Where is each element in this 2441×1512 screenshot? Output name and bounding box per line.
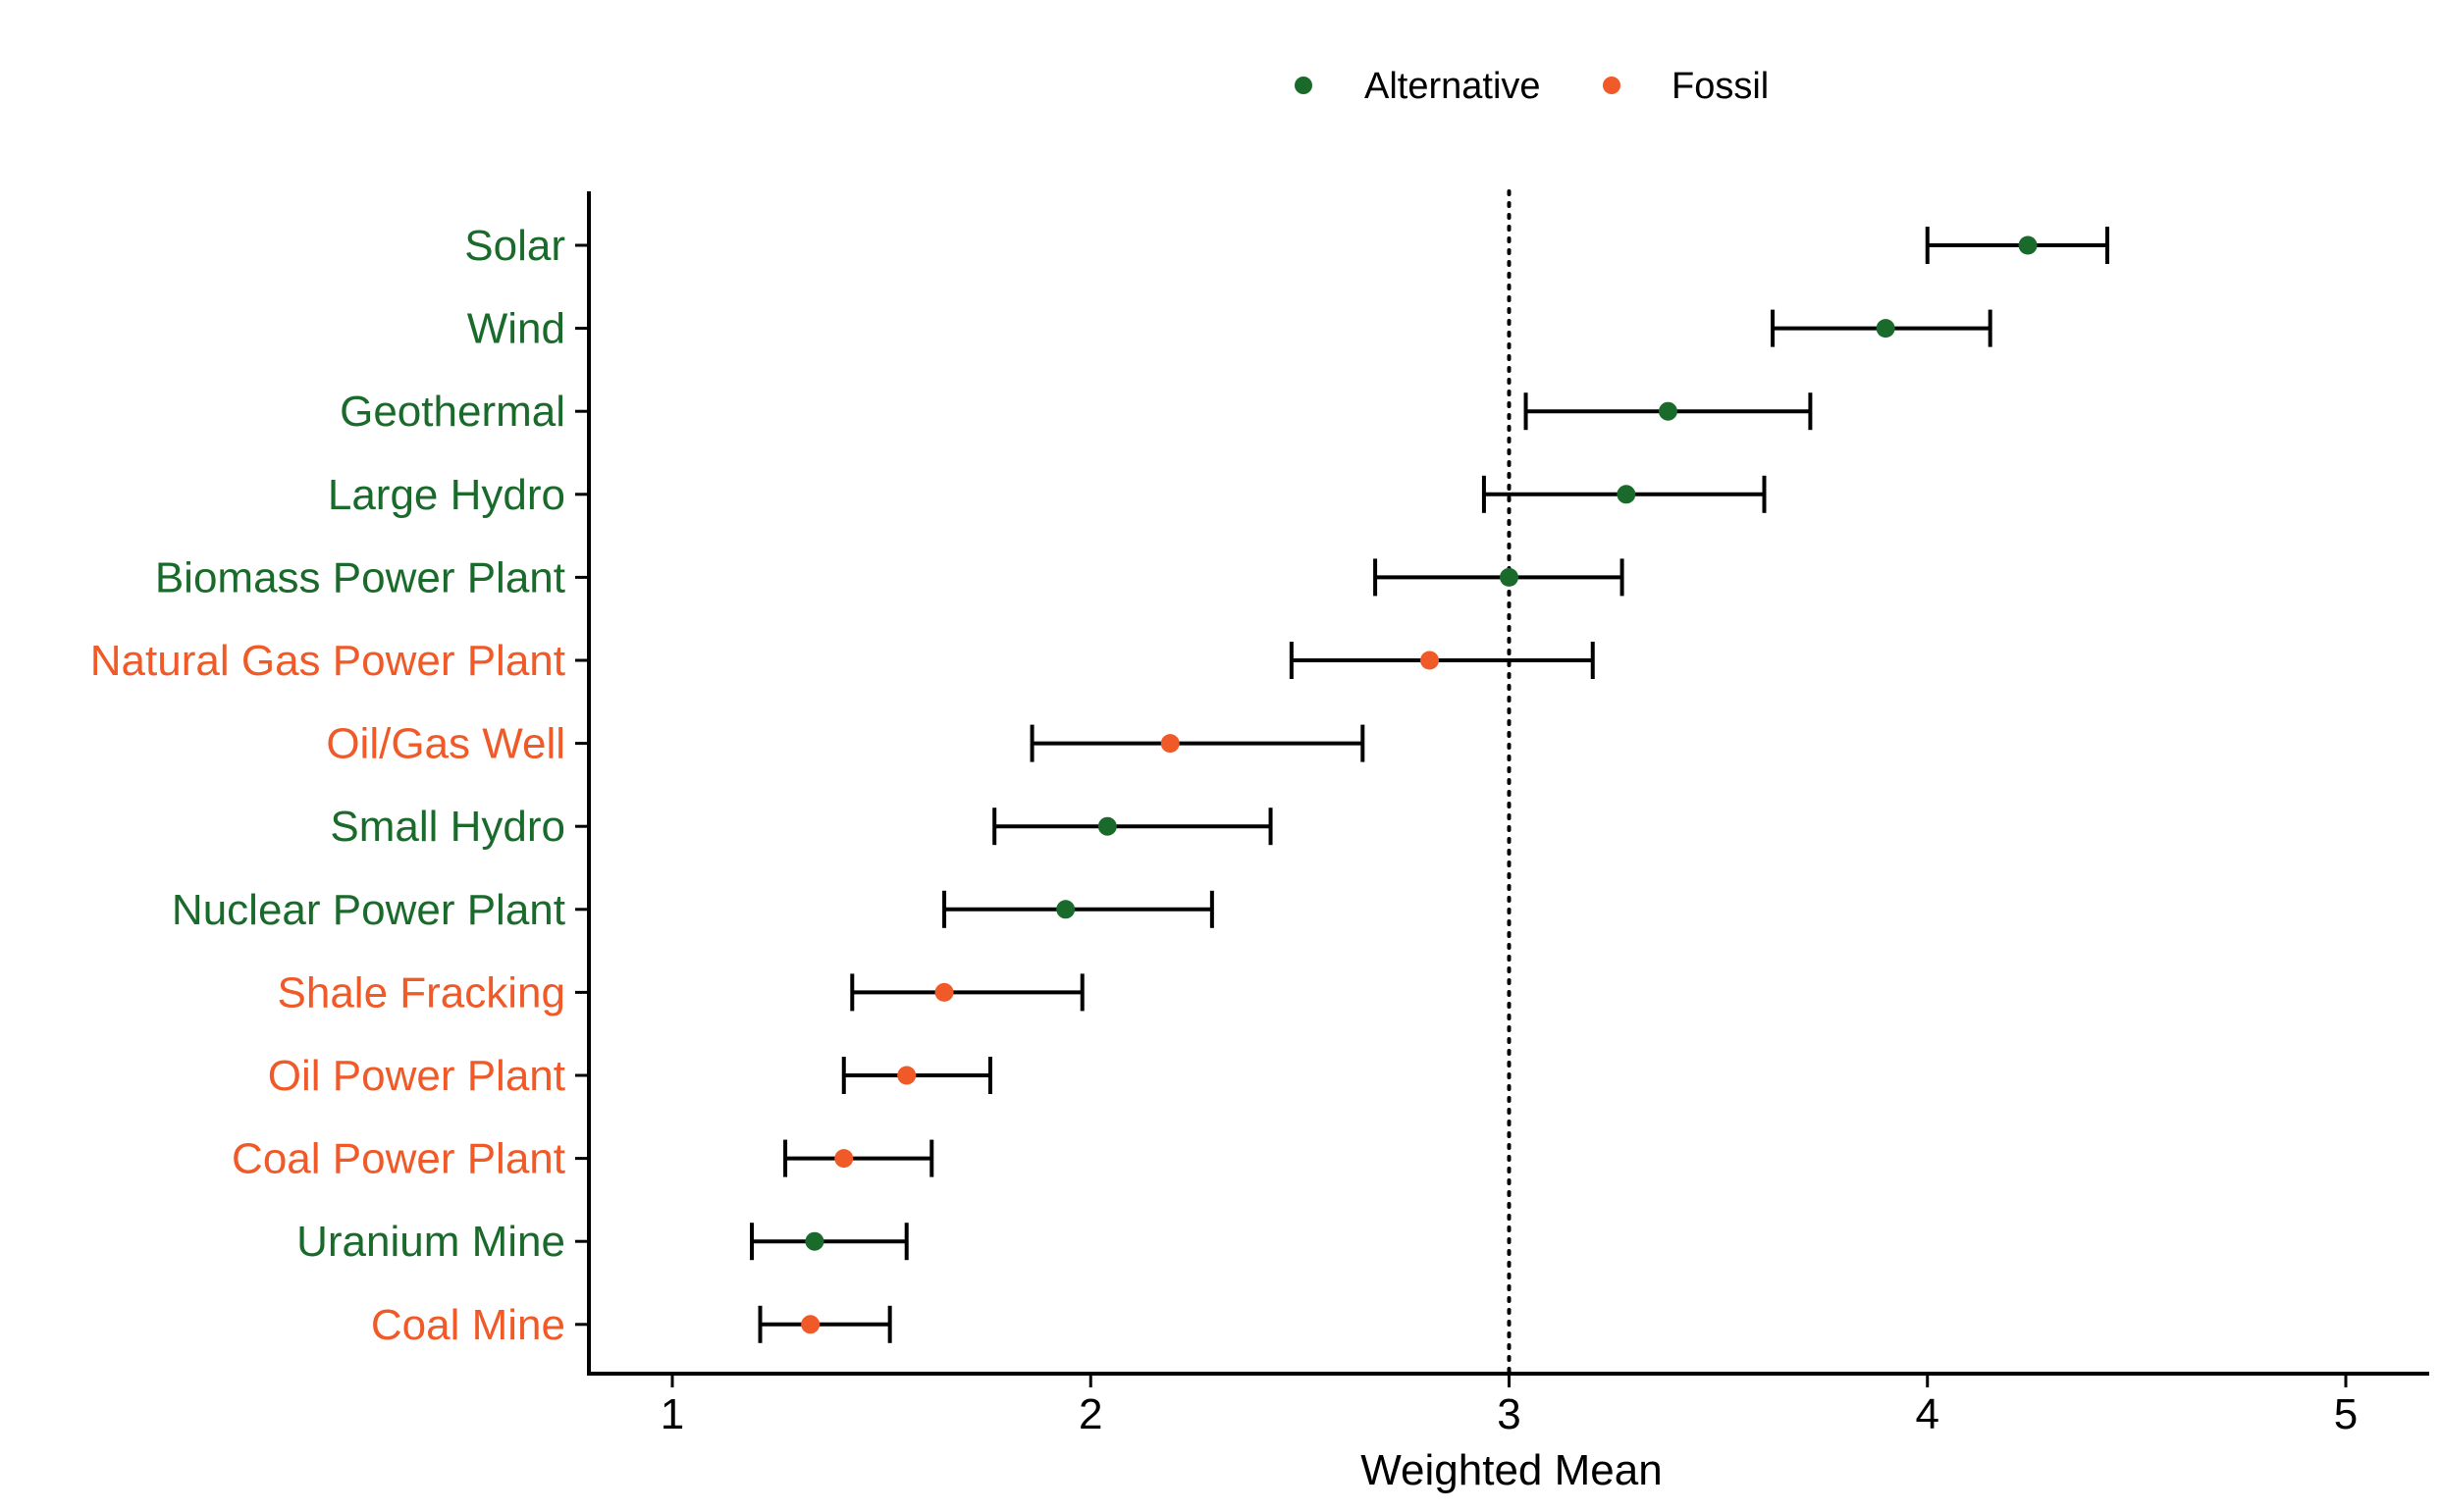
point-solar: [2018, 235, 2038, 255]
y-tick-label-small-hydro: Small Hydro: [330, 803, 565, 851]
point-large-hydro: [1617, 485, 1636, 504]
y-tick-label-uranium-mine: Uranium Mine: [296, 1218, 565, 1266]
y-tick-label-large-hydro: Large Hydro: [328, 471, 565, 519]
point-biomass-power-plant: [1500, 567, 1518, 587]
y-tick-label-shale-fracking: Shale Fracking: [278, 968, 565, 1017]
axes: 1 2 3 4 5 Solar Wind Geothermal Large Hydro Bioma…: [90, 191, 2429, 1438]
y-tick-label-solar: Solar: [464, 222, 565, 270]
legend-fossil-label: Fossil: [1672, 66, 1769, 107]
y-tick-label-wind: Wind: [467, 305, 565, 353]
legend: Alternative Fossil: [1295, 66, 1769, 107]
x-tick-label: 3: [1497, 1390, 1520, 1438]
x-axis-title: Weighted Mean: [1360, 1446, 1662, 1494]
legend-alternative-swatch: [1295, 77, 1312, 94]
point-nuclear-power-plant: [1056, 900, 1076, 919]
point-wind: [1876, 319, 1895, 339]
y-tick-label-geothermal: Geothermal: [340, 388, 565, 436]
y-tick-label-oil-power-plant: Oil Power Plant: [268, 1052, 565, 1100]
y-tick-label-oil-gas-well: Oil/Gas Well: [326, 720, 565, 768]
y-tick-label-biomass-power-plant: Biomass Power Plant: [155, 553, 565, 601]
legend-alternative-label: Alternative: [1364, 66, 1541, 107]
point-uranium-mine: [805, 1231, 824, 1251]
point-oil-power-plant: [897, 1066, 917, 1085]
point-coal-power-plant: [834, 1149, 854, 1169]
point-shale-fracking: [934, 982, 954, 1002]
x-tick-label: 2: [1079, 1390, 1102, 1438]
point-natural-gas-power-plant: [1420, 651, 1440, 670]
y-tick-label-coal-mine: Coal Mine: [371, 1301, 565, 1349]
point-small-hydro: [1097, 816, 1117, 836]
point-coal-mine: [801, 1315, 821, 1334]
y-tick-label-nuclear-power-plant: Nuclear Power Plant: [172, 886, 565, 934]
legend-fossil-swatch: [1603, 77, 1620, 94]
x-tick-label: 4: [1916, 1390, 1939, 1438]
point-oil-gas-well: [1160, 734, 1180, 754]
y-tick-label-coal-power-plant: Coal Power Plant: [232, 1135, 565, 1183]
point-geothermal: [1658, 401, 1677, 421]
marks: [749, 227, 2110, 1343]
x-tick-label: 1: [661, 1390, 684, 1438]
x-tick-label: 5: [2334, 1390, 2358, 1438]
y-tick-label-natural-gas-power-plant: Natural Gas Power Plant: [90, 637, 565, 685]
